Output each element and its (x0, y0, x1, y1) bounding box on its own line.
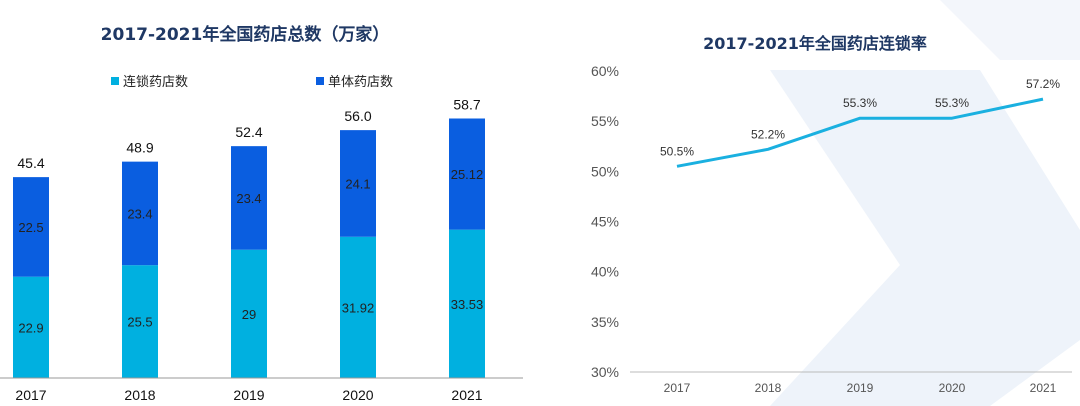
bar-label-single-2021: 25.12 (451, 167, 484, 182)
right-ytick-3: 40% (591, 264, 619, 280)
bar-label-single-2017: 22.5 (18, 220, 43, 235)
right-xtick-2018: 2018 (755, 381, 782, 395)
point-label-2021: 57.2% (1026, 77, 1060, 91)
right-xtick-2021: 2021 (1030, 381, 1057, 395)
legend-label-single: 单体药店数 (328, 75, 393, 90)
bar-single-2017 (13, 177, 49, 277)
bg-chevron-large (770, 70, 1080, 406)
left-xtick-2018: 2018 (124, 387, 155, 403)
bar-chain-2018 (122, 265, 158, 378)
right-point-labels: 50.5% 52.2% 55.3% 55.3% 57.2% (660, 77, 1060, 158)
left-x-ticks: 2017 2018 2019 2020 2021 (15, 387, 482, 403)
right-ytick-4: 45% (591, 214, 619, 230)
bar-total-2018: 48.9 (126, 140, 153, 156)
point-label-2019: 55.3% (843, 96, 877, 110)
right-xtick-2020: 2020 (939, 381, 966, 395)
bar-single-2018 (122, 161, 158, 266)
bar-label-chain-2018: 25.5 (127, 315, 152, 330)
bar-total-2020: 56.0 (344, 108, 371, 124)
left-xtick-2019: 2019 (233, 387, 264, 403)
legend-label-chain: 连锁药店数 (123, 74, 188, 90)
bar-chain-2021 (449, 229, 485, 378)
right-ytick-6: 55% (591, 113, 619, 129)
left-xtick-2020: 2020 (342, 387, 373, 403)
right-x-ticks: 2017 2018 2019 2020 2021 (664, 381, 1057, 395)
left-legend: 连锁药店数 单体药店数 (111, 74, 393, 90)
bar-total-2021: 58.7 (453, 96, 480, 112)
left-xtick-2017: 2017 (15, 387, 46, 403)
bar-total-2017: 45.4 (17, 155, 44, 171)
bar-label-chain-2021: 33.53 (451, 297, 484, 312)
bar-label-chain-2019: 29 (242, 307, 256, 322)
bar-single-2020 (340, 130, 376, 237)
bar-label-single-2019: 23.4 (236, 191, 261, 206)
bar-label-chain-2020: 31.92 (342, 300, 375, 315)
point-label-2017: 50.5% (660, 144, 694, 158)
legend-swatch-single (316, 77, 324, 85)
bar-single-2019 (231, 146, 267, 250)
right-ytick-5: 50% (591, 163, 619, 179)
bar-single-2021 (449, 118, 485, 230)
legend-swatch-chain (111, 77, 119, 85)
right-xtick-2019: 2019 (847, 381, 874, 395)
right-ytick-1: 30% (591, 364, 619, 380)
point-label-2018: 52.2% (751, 127, 785, 141)
point-label-2020: 55.3% (935, 96, 969, 110)
bar-label-chain-2017: 22.9 (18, 320, 43, 335)
right-y-ticks: 30% 35% 40% 45% 50% 55% 60% (591, 63, 619, 380)
bar-total-2019: 52.4 (235, 124, 262, 140)
bg-chevron-top (940, 0, 1080, 60)
bar-label-single-2018: 23.4 (127, 206, 152, 221)
bar-chain-2017 (13, 276, 49, 378)
right-xtick-2017: 2017 (664, 381, 691, 395)
bar-chain-2019 (231, 249, 267, 378)
left-chart-title: 2017-2021年全国药店总数（万家） (101, 24, 390, 45)
bar-chain-2020 (340, 236, 376, 378)
right-ytick-2: 35% (591, 314, 619, 330)
left-bars: 22.9 22.5 45.4 25.5 23.4 48.9 29 23.4 52.4 31.92 2… (13, 96, 485, 378)
chain-rate-line (676, 97, 1044, 168)
left-xtick-2021: 2021 (451, 387, 482, 403)
right-ytick-7: 60% (591, 63, 619, 79)
right-chart-title: 2017-2021年全国药店连锁率 (703, 34, 927, 53)
bar-label-single-2020: 24.1 (345, 176, 370, 191)
